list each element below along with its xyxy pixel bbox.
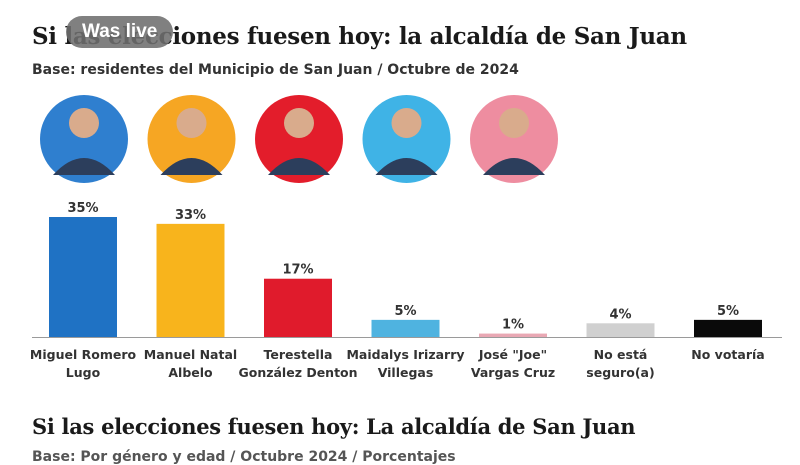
was-live-badge: Was live [66,16,174,48]
next-chart-title: Si las elecciones fuesen hoy: La alcaldí… [32,414,636,439]
category-label-2-line-1: Manuel Natal [144,347,237,362]
bar-3 [264,278,332,337]
candidate-avatar-4 [362,95,451,183]
chart-subtitle: Base: residentes del Municipio de San Ju… [32,62,519,78]
data-label-3: 17% [282,263,313,278]
bar-6 [586,323,655,337]
avatar-face [499,108,529,138]
bar-7 [694,319,762,337]
category-label-1-line-2: Lugo [66,365,101,380]
avatar-shoulders [375,158,438,175]
data-label-6: 4% [609,307,631,322]
data-label-7: 5% [717,304,739,319]
category-label-5-line-1: José "Joe" [478,347,547,362]
category-label-6-line-2: seguro(a) [586,365,654,380]
category-label-5-line-2: Vargas Cruz [471,365,555,380]
category-label-3-line-2: González Denton [238,365,357,380]
candidate-avatar-2 [147,95,236,183]
category-label-7-line-1: No votaría [691,347,764,362]
bar-2 [156,223,225,337]
category-label-4-line-2: Villegas [378,365,434,380]
bar-5 [479,333,547,337]
category-label-1-line-1: Miguel Romero [30,347,137,362]
avatar-face [391,108,422,138]
category-label-4-line-1: Maidalys Irizarry [346,347,464,362]
data-label-4: 5% [394,304,416,319]
avatar-face [284,108,314,138]
category-label-3-line-1: Terestella [264,347,333,362]
avatar-shoulders [483,158,545,175]
avatar-face [69,108,99,138]
data-label-1: 35% [67,201,98,216]
bar-1 [49,217,117,337]
candidate-avatar-3 [255,95,343,183]
bar-4 [371,319,440,337]
data-label-5: 1% [502,318,524,333]
avatar-face [176,108,207,138]
avatar-shoulders [160,158,223,175]
bar-chart: 35% Miguel Romero Lugo 33% Manuel Natal Albel… [30,95,782,380]
avatar-shoulders [53,158,115,175]
category-label-6-line-1: No está [594,347,648,362]
candidate-avatar-5 [470,95,558,183]
candidate-avatar-1 [40,95,128,183]
next-chart-subtitle: Base: Por género y edad / Octubre 2024 /… [32,449,456,465]
data-label-2: 33% [175,208,206,223]
category-label-2-line-2: Albelo [168,365,213,380]
avatar-shoulders [268,158,330,175]
